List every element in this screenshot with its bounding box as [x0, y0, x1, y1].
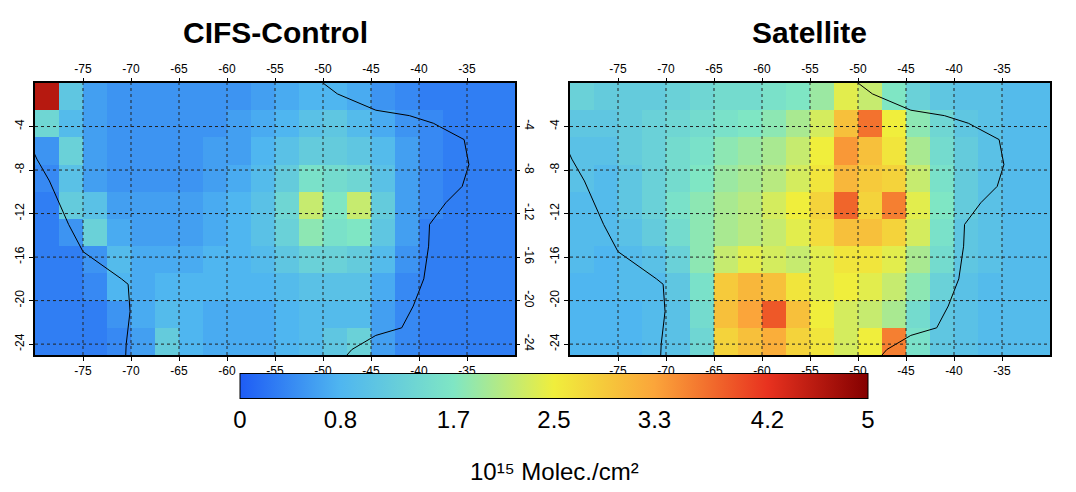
svg-text:-8: -8	[13, 163, 27, 174]
svg-text:-40: -40	[945, 364, 963, 378]
svg-text:-20: -20	[13, 290, 27, 308]
svg-text:-50: -50	[849, 62, 867, 76]
svg-text:-65: -65	[170, 364, 188, 378]
svg-text:-55: -55	[266, 364, 284, 378]
svg-text:-16: -16	[548, 246, 562, 264]
svg-text:5: 5	[861, 406, 874, 433]
svg-text:-8: -8	[522, 163, 536, 174]
svg-text:-16: -16	[522, 247, 536, 265]
svg-text:-70: -70	[657, 62, 675, 76]
svg-text:3.3: 3.3	[638, 406, 671, 433]
svg-text:-70: -70	[657, 364, 675, 378]
svg-text:-50: -50	[314, 364, 332, 378]
svg-text:-35: -35	[993, 364, 1011, 378]
svg-text:-65: -65	[170, 62, 188, 76]
svg-text:4.2: 4.2	[751, 406, 784, 433]
svg-text:-70: -70	[122, 62, 140, 76]
svg-text:0.8: 0.8	[324, 406, 357, 433]
svg-text:-4: -4	[13, 119, 27, 130]
svg-text:-35: -35	[993, 62, 1011, 76]
svg-text:2.5: 2.5	[537, 406, 570, 433]
svg-text:-55: -55	[266, 62, 284, 76]
svg-text:-16: -16	[13, 246, 27, 264]
svg-text:-65: -65	[705, 62, 723, 76]
svg-text:-75: -75	[74, 364, 92, 378]
svg-text:-45: -45	[897, 62, 915, 76]
svg-text:10¹⁵ Molec./cm²: 10¹⁵ Molec./cm²	[470, 458, 639, 485]
svg-text:-12: -12	[522, 203, 536, 221]
svg-text:-70: -70	[122, 364, 140, 378]
svg-text:-20: -20	[522, 290, 536, 308]
svg-text:1.7: 1.7	[437, 406, 470, 433]
svg-text:-8: -8	[548, 163, 562, 174]
svg-text:-65: -65	[705, 364, 723, 378]
svg-text:-75: -75	[74, 62, 92, 76]
svg-text:-60: -60	[218, 62, 236, 76]
svg-text:-12: -12	[548, 203, 562, 221]
svg-text:-60: -60	[753, 364, 771, 378]
svg-text:-24: -24	[13, 333, 27, 351]
svg-text:-24: -24	[522, 334, 536, 352]
svg-text:-75: -75	[609, 364, 627, 378]
svg-text:-45: -45	[362, 62, 380, 76]
svg-text:-75: -75	[609, 62, 627, 76]
svg-text:-45: -45	[362, 364, 380, 378]
svg-text:-24: -24	[548, 333, 562, 351]
svg-text:Satellite: Satellite	[752, 16, 867, 49]
svg-text:-12: -12	[13, 203, 27, 221]
svg-text:-20: -20	[548, 290, 562, 308]
svg-text:-35: -35	[458, 364, 476, 378]
svg-text:-40: -40	[410, 62, 428, 76]
svg-text:-4: -4	[548, 119, 562, 130]
svg-text:-60: -60	[218, 364, 236, 378]
svg-text:-50: -50	[314, 62, 332, 76]
svg-text:-50: -50	[849, 364, 867, 378]
svg-text:-35: -35	[458, 62, 476, 76]
svg-text:-40: -40	[945, 62, 963, 76]
svg-text:CIFS-Control: CIFS-Control	[183, 16, 368, 49]
svg-text:-55: -55	[801, 364, 819, 378]
svg-text:-45: -45	[897, 364, 915, 378]
svg-text:-40: -40	[410, 364, 428, 378]
svg-text:0: 0	[233, 406, 246, 433]
svg-text:-60: -60	[753, 62, 771, 76]
svg-text:-4: -4	[522, 119, 536, 130]
svg-text:-55: -55	[801, 62, 819, 76]
